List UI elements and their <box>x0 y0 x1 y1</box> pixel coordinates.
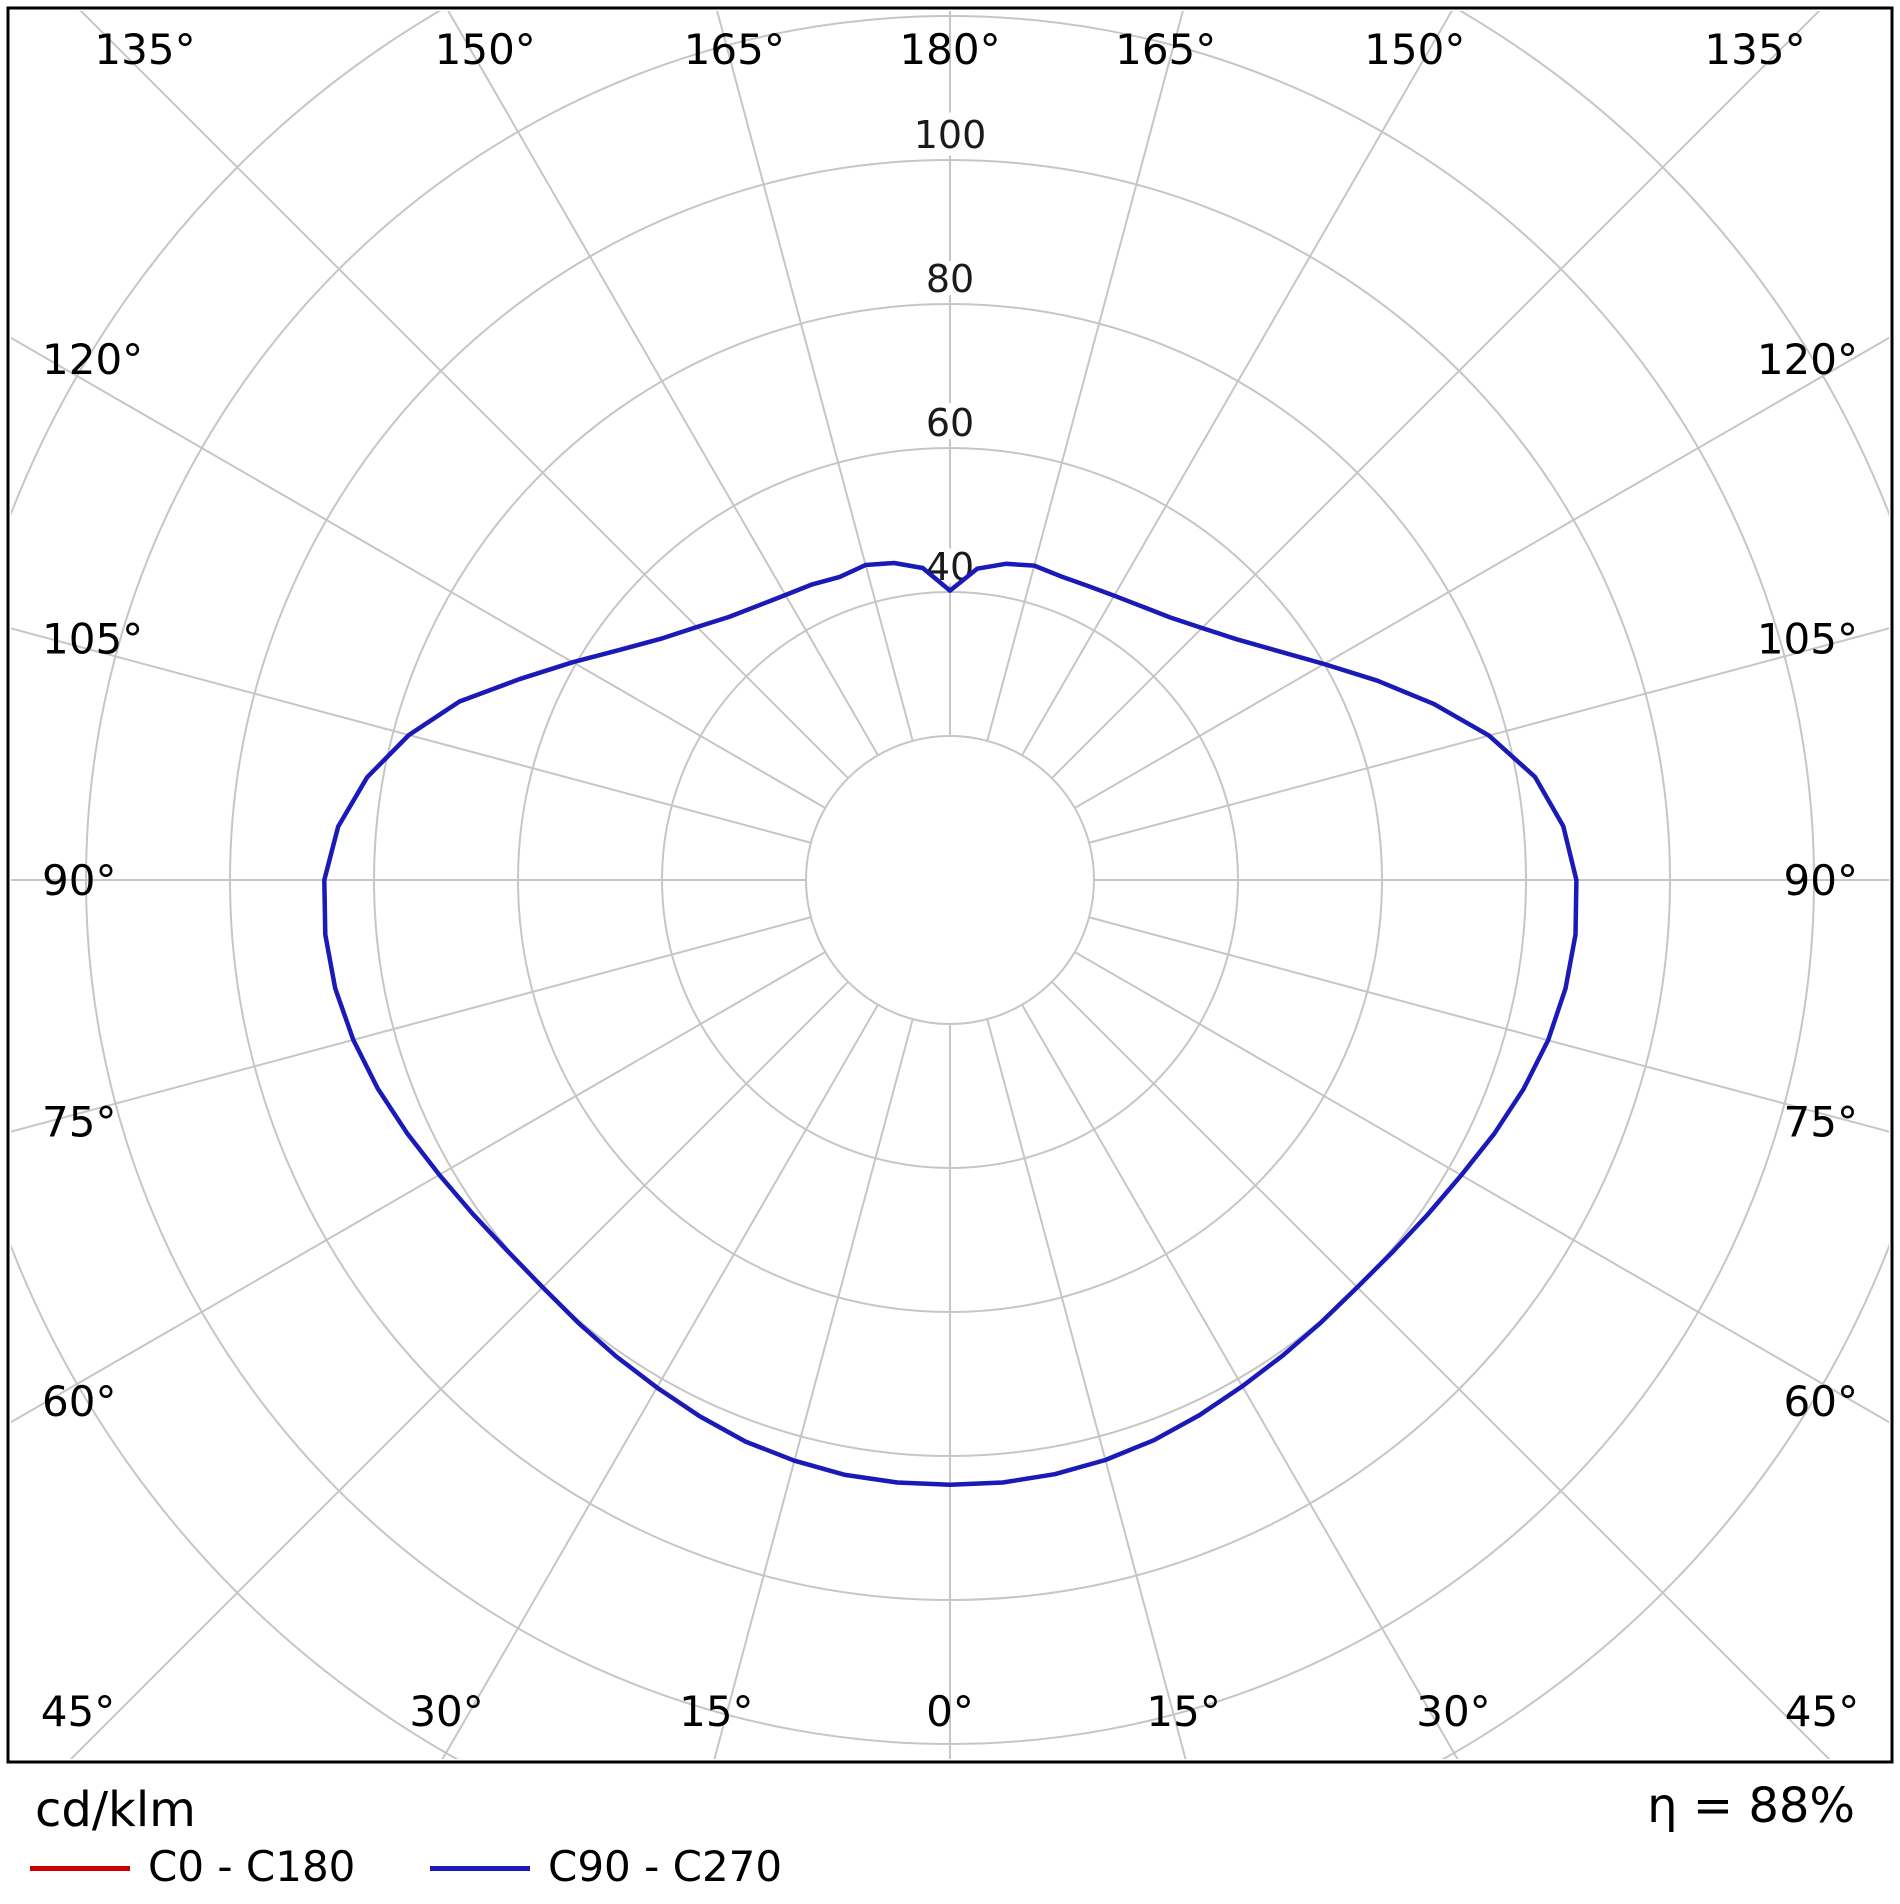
angle-label-135-left: 135° <box>94 25 195 74</box>
grid-spoke <box>11 336 826 809</box>
angle-label-30-right: 30° <box>1416 1687 1490 1736</box>
legend-label-c90-c270: C90 - C270 <box>548 1842 783 1891</box>
angle-label-180: 180° <box>899 25 1000 74</box>
grid-spoke <box>1088 916 1889 1133</box>
grid-spoke <box>986 1018 1187 1759</box>
angle-label-60-right: 60° <box>1784 1377 1858 1426</box>
unit-label: cd/klm <box>35 1782 196 1838</box>
grid-spoke <box>713 1018 914 1759</box>
grid-spoke <box>1051 981 1831 1759</box>
ring-label-80: 80 <box>926 257 974 301</box>
grid-spoke <box>79 11 849 779</box>
ring-label-60: 60 <box>926 401 974 445</box>
angle-label-150-right: 150° <box>1364 25 1465 74</box>
angle-label-165-left: 165° <box>684 25 785 74</box>
grid-spoke <box>1088 627 1889 844</box>
grid-spoke <box>1051 11 1821 779</box>
angle-label-45-right: 45° <box>1785 1687 1859 1736</box>
grid-spoke <box>1074 336 1889 809</box>
curve-c90-c270 <box>322 560 1579 1488</box>
grid-spoke <box>716 11 914 742</box>
legend-line-c90-c270 <box>430 1866 530 1871</box>
angle-label-120-right: 120° <box>1757 335 1858 384</box>
ring-label-40: 40 <box>926 545 974 589</box>
angle-label-75-left: 75° <box>42 1098 116 1147</box>
legend-label-c0-c180: C0 - C180 <box>148 1842 356 1891</box>
angle-label-15-left: 15° <box>679 1687 753 1736</box>
angle-label-105-right: 105° <box>1757 614 1858 663</box>
angle-label-30-left: 30° <box>409 1687 483 1736</box>
angle-label-135-right: 135° <box>1704 25 1805 74</box>
plot-border <box>6 6 1894 1764</box>
angle-label-15-right: 15° <box>1146 1687 1220 1736</box>
angle-label-120-left: 120° <box>42 335 143 384</box>
grid-spoke <box>986 11 1184 742</box>
grid-spoke <box>1074 951 1889 1424</box>
grid-spoke <box>11 916 812 1133</box>
grid-spoke <box>1021 1004 1459 1759</box>
angle-label-105-left: 105° <box>42 614 143 663</box>
legend-line-c0-c180 <box>30 1866 130 1871</box>
grid-spoke <box>447 11 879 756</box>
angle-label-150-left: 150° <box>435 25 536 74</box>
efficiency-value: η = 88% <box>1647 1778 1855 1834</box>
ring-label-100: 100 <box>914 113 987 157</box>
angle-label-90-right: 90° <box>1784 856 1858 905</box>
grid-spoke <box>69 981 849 1759</box>
grid-spoke <box>11 951 826 1424</box>
angle-label-45-left: 45° <box>41 1687 115 1736</box>
angle-label-60-left: 60° <box>42 1377 116 1426</box>
grid-spoke <box>441 1004 879 1759</box>
angle-label-90-left: 90° <box>42 856 116 905</box>
angle-label-0: 0° <box>926 1687 974 1736</box>
grid-ring-20 <box>805 735 1095 1025</box>
angle-label-75-right: 75° <box>1784 1098 1858 1147</box>
grid-spoke <box>11 627 812 844</box>
grid-spoke <box>1021 11 1453 756</box>
legend: C0 - C180 C90 - C270 <box>0 1842 1900 1892</box>
angle-label-165-right: 165° <box>1115 25 1216 74</box>
